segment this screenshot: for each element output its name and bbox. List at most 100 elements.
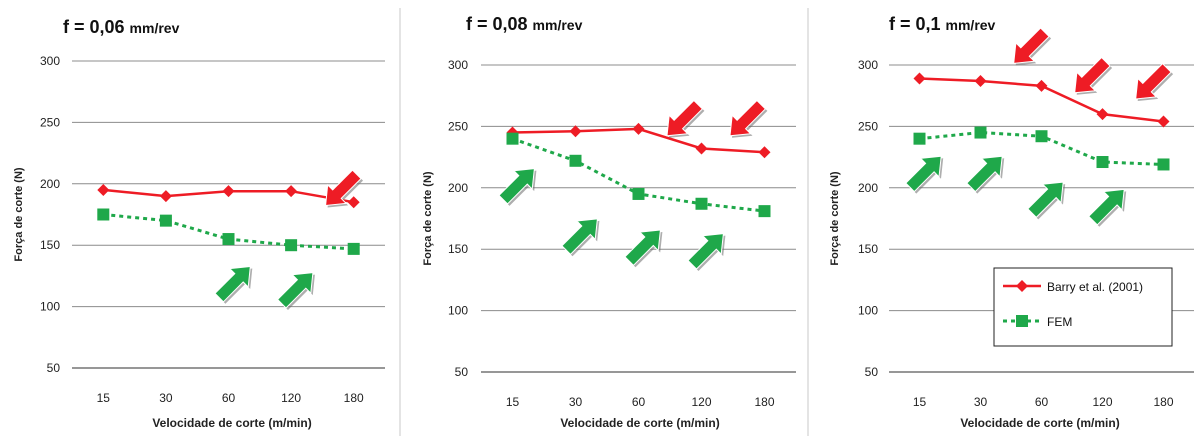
green-arrow-icon [966, 155, 1003, 193]
barry-point [695, 142, 708, 155]
legend-box [993, 267, 1173, 347]
fem-point [1157, 158, 1170, 171]
chart-title: f = 0,1 mm/rev [889, 14, 996, 34]
y-tick-label: 250 [448, 119, 468, 133]
barry-point [974, 74, 987, 87]
fem-point [285, 239, 298, 252]
chart-panel-3: f = 0,1 mm/rev 50 100 150 200 250 300 15 30 60 120… [829, 14, 1194, 430]
chart-panel-2: f = 0,08 mm/rev 50 100 150 200 250 300 15 30 60 12… [422, 14, 796, 430]
x-tick-label: 60 [222, 391, 236, 405]
fem-point [347, 242, 360, 255]
fem-point [1096, 156, 1109, 169]
y-tick-label: 200 [40, 177, 60, 191]
x-tick-label: 30 [974, 395, 988, 409]
legend-fem-marker [1016, 315, 1028, 327]
x-axis-label: Velocidade de corte (m/min) [560, 416, 719, 430]
chart-panel-1: f = 0,06 mm/rev 50 100 150 200 250 300 15 30 60 12… [13, 17, 385, 430]
x-tick-label: 60 [632, 395, 646, 409]
x-tick-label: 60 [1035, 395, 1049, 409]
legend-barry-marker [1016, 280, 1028, 292]
red-arrow-icon [325, 169, 362, 207]
green-arrow-icon [498, 168, 535, 205]
fem-point [758, 205, 771, 218]
fem-point [1035, 130, 1048, 143]
fem-point [506, 132, 519, 145]
barry-point [632, 122, 645, 135]
y-tick-label: 100 [448, 304, 468, 318]
barry-point [285, 185, 298, 198]
green-arrow-icon [276, 272, 314, 309]
x-tick-label: 120 [281, 391, 301, 405]
legend: Barry et al. (2001) FEM [993, 267, 1173, 347]
legend-fem-label: FEM [1047, 315, 1072, 329]
chart-title-unit: mm/rev [533, 17, 583, 33]
chart-title-unit: mm/rev [130, 20, 180, 36]
barry-point [1035, 79, 1048, 92]
barry-point [222, 185, 235, 198]
x-axis-label: Velocidade de corte (m/min) [152, 416, 311, 430]
red-arrow-icon [1135, 62, 1172, 100]
x-tick-label: 15 [913, 395, 927, 409]
green-arrow-icon [687, 233, 724, 270]
green-arrow-icon [624, 229, 661, 267]
fem-point [569, 154, 582, 167]
y-tick-label: 150 [858, 242, 878, 256]
green-arrow-icon [1088, 188, 1125, 226]
x-tick-label: 180 [344, 391, 364, 405]
chart-title-main: f = 0,06 [63, 17, 130, 37]
y-tick-label: 200 [858, 181, 878, 195]
legend-barry-label: Barry et al. (2001) [1047, 280, 1143, 294]
red-arrow-icon [666, 99, 704, 137]
barry-point [758, 146, 771, 159]
x-tick-label: 15 [97, 391, 111, 405]
y-tick-label: 50 [865, 365, 879, 379]
y-tick-label: 50 [47, 361, 61, 375]
y-tick-label: 300 [858, 58, 878, 72]
x-tick-label: 30 [569, 395, 583, 409]
green-arrow-icon [905, 155, 942, 193]
x-tick-label: 180 [1153, 395, 1173, 409]
barry-point [1157, 115, 1170, 128]
green-arrow-icon [561, 218, 598, 256]
y-tick-label: 100 [40, 300, 60, 314]
chart-title: f = 0,06 mm/rev [63, 17, 180, 37]
y-tick-label: 300 [448, 58, 468, 72]
chart-title-unit: mm/rev [946, 17, 996, 33]
red-arrow-icon [1013, 27, 1050, 64]
barry-point [347, 196, 360, 209]
chart-title: f = 0,08 mm/rev [466, 14, 583, 34]
fem-point [974, 126, 987, 139]
barry-point [1096, 108, 1109, 121]
fem-point [159, 214, 172, 227]
chart-title-main: f = 0,1 [889, 14, 946, 34]
y-tick-label: 50 [455, 365, 469, 379]
fem-point [632, 187, 645, 200]
x-tick-label: 15 [506, 395, 520, 409]
x-tick-label: 30 [159, 391, 173, 405]
y-tick-label: 150 [448, 242, 468, 256]
x-tick-label: 120 [1092, 395, 1112, 409]
y-tick-label: 100 [858, 304, 878, 318]
green-arrow-icon [214, 265, 251, 303]
red-arrow-icon [729, 99, 767, 137]
y-tick-label: 300 [40, 54, 60, 68]
y-axis-label: Força de corte (N) [13, 167, 25, 261]
x-tick-label: 180 [754, 395, 774, 409]
fem-point [97, 208, 110, 221]
barry-point [159, 190, 172, 203]
green-arrow-icon [1027, 181, 1064, 219]
red-arrow-icon [1074, 56, 1111, 94]
fem-point [222, 233, 235, 246]
fem-point [695, 197, 708, 210]
y-tick-label: 250 [858, 119, 878, 133]
x-axis-label: Velocidade de corte (m/min) [960, 416, 1119, 430]
y-tick-label: 250 [40, 115, 60, 129]
y-tick-label: 200 [448, 181, 468, 195]
chart-title-main: f = 0,08 [466, 14, 533, 34]
barry-point [913, 72, 926, 85]
barry-point [569, 125, 582, 138]
y-axis-label: Força de corte (N) [829, 171, 841, 265]
fem-point [913, 132, 926, 145]
